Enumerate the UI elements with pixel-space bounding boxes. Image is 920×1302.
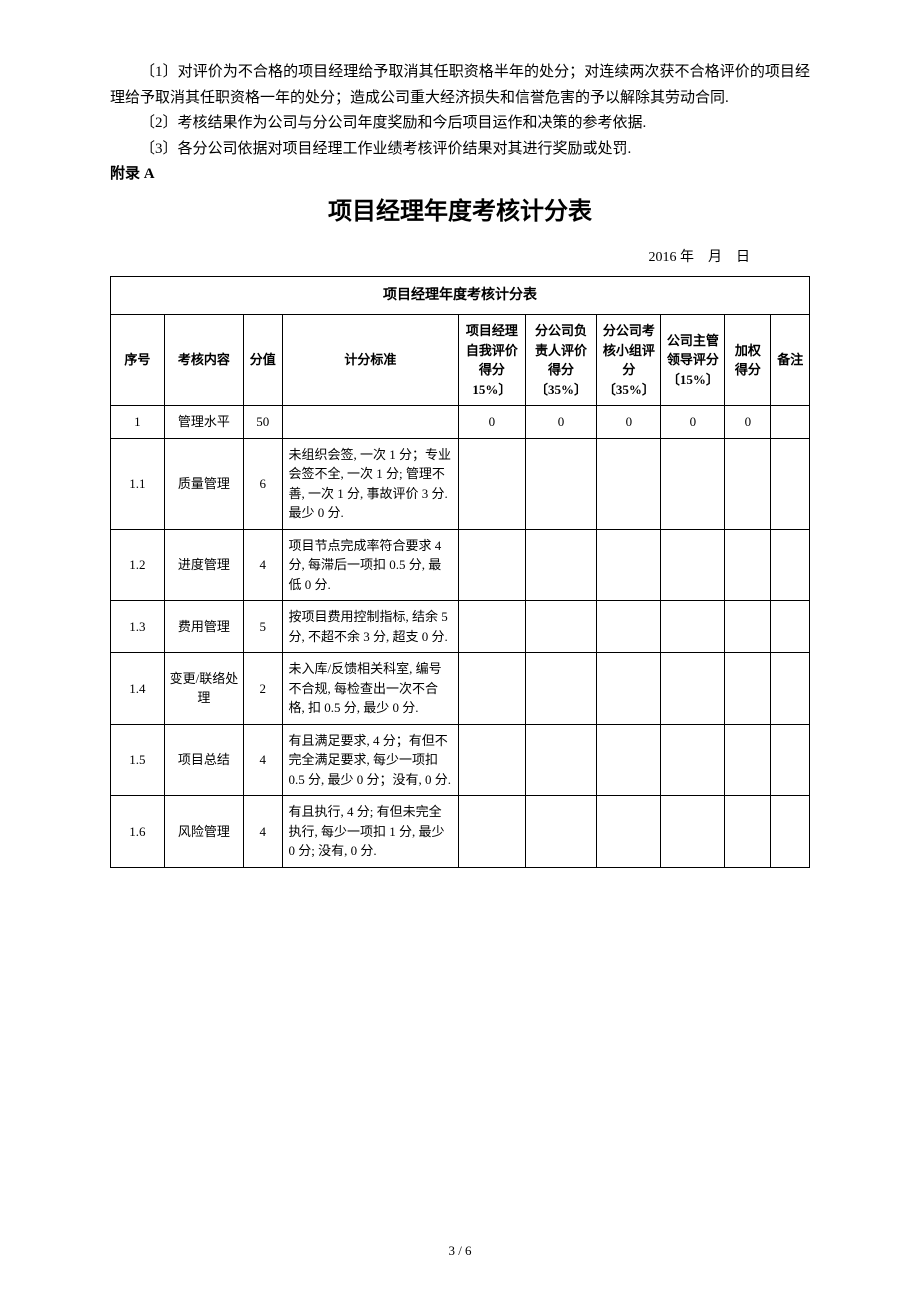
cell-seq: 1.2: [111, 529, 165, 601]
cell-weighted: [725, 438, 771, 529]
appendix-label: 附录 A: [110, 162, 810, 188]
cell-scoremax: 2: [244, 653, 282, 725]
cell-s1: [459, 653, 526, 725]
cell-seq: 1.5: [111, 724, 165, 796]
cell-s1: [459, 601, 526, 653]
cell-s2: [525, 653, 597, 725]
cell-content: 质量管理: [164, 438, 243, 529]
cell-weighted: [725, 724, 771, 796]
table-caption: 项目经理年度考核计分表: [111, 277, 810, 315]
cell-weighted: [725, 653, 771, 725]
header-self-score: 项目经理自我评价得分 15%〕: [459, 315, 526, 406]
cell-s4: [661, 529, 725, 601]
cell-note: [771, 406, 810, 439]
table-row: 1.1 质量管理 6 未组织会签, 一次 1 分；专业会签不全, 一次 1 分;…: [111, 438, 810, 529]
cell-content: 变更/联络处理: [164, 653, 243, 725]
cell-s3: [597, 796, 661, 868]
cell-note: [771, 529, 810, 601]
cell-scoremax: 4: [244, 724, 282, 796]
header-content: 考核内容: [164, 315, 243, 406]
cell-content: 进度管理: [164, 529, 243, 601]
cell-s4: [661, 438, 725, 529]
cell-s2: [525, 601, 597, 653]
cell-note: [771, 796, 810, 868]
table-row: 1.2 进度管理 4 项目节点完成率符合要求 4 分, 每滞后一项扣 0.5 分…: [111, 529, 810, 601]
cell-weighted: [725, 529, 771, 601]
cell-content: 管理水平: [164, 406, 243, 439]
table-row: 1.4 变更/联络处理 2 未入库/反馈相关科室, 编号不合规, 每检查出一次不…: [111, 653, 810, 725]
cell-s3: [597, 529, 661, 601]
cell-seq: 1.4: [111, 653, 165, 725]
cell-s4: [661, 601, 725, 653]
cell-content: 费用管理: [164, 601, 243, 653]
cell-note: [771, 653, 810, 725]
cell-content: 项目总结: [164, 724, 243, 796]
header-seq: 序号: [111, 315, 165, 406]
cell-s4: 0: [661, 406, 725, 439]
cell-s3: [597, 724, 661, 796]
paragraph-1: 〔1〕对评价为不合格的项目经理给予取消其任职资格半年的处分；对连续两次获不合格评…: [110, 60, 810, 111]
table-row: 1.3 费用管理 5 按项目费用控制指标, 结余 5 分, 不超不余 3 分, …: [111, 601, 810, 653]
cell-seq: 1.6: [111, 796, 165, 868]
cell-s3: [597, 438, 661, 529]
cell-s4: [661, 796, 725, 868]
paragraph-2: 〔2〕考核结果作为公司与分公司年度奖励和今后项目运作和决策的参考依据.: [110, 111, 810, 137]
cell-s4: [661, 653, 725, 725]
table-body: 1 管理水平 50 0 0 0 0 0 1.1 质量管理 6 未组织会签, 一次…: [111, 406, 810, 868]
header-branch-leader: 分公司负责人评价得分〔35%〕: [525, 315, 597, 406]
cell-seq: 1.1: [111, 438, 165, 529]
cell-s2: [525, 796, 597, 868]
cell-note: [771, 601, 810, 653]
cell-weighted: 0: [725, 406, 771, 439]
header-row: 序号 考核内容 分值 计分标准 项目经理自我评价得分 15%〕 分公司负责人评价…: [111, 315, 810, 406]
header-criteria: 计分标准: [282, 315, 459, 406]
cell-criteria: 未组织会签, 一次 1 分；专业会签不全, 一次 1 分; 管理不善, 一次 1…: [282, 438, 459, 529]
cell-scoremax: 50: [244, 406, 282, 439]
cell-s2: [525, 438, 597, 529]
cell-content: 风险管理: [164, 796, 243, 868]
header-company-leader: 公司主管领导评分〔15%〕: [661, 315, 725, 406]
header-weighted: 加权得分: [725, 315, 771, 406]
main-title: 项目经理年度考核计分表: [110, 192, 810, 233]
cell-scoremax: 4: [244, 796, 282, 868]
header-branch-group: 分公司考核小组评分〔35%〕: [597, 315, 661, 406]
paragraph-3: 〔3〕各分公司依据对项目经理工作业绩考核评价结果对其进行奖励或处罚.: [110, 137, 810, 163]
cell-scoremax: 5: [244, 601, 282, 653]
cell-s2: 0: [525, 406, 597, 439]
cell-weighted: [725, 796, 771, 868]
body-text-block: 〔1〕对评价为不合格的项目经理给予取消其任职资格半年的处分；对连续两次获不合格评…: [110, 60, 810, 188]
page-number: 3 / 6: [0, 1240, 920, 1262]
cell-s1: [459, 529, 526, 601]
cell-seq: 1.3: [111, 601, 165, 653]
cell-s1: 0: [459, 406, 526, 439]
cell-criteria: 项目节点完成率符合要求 4 分, 每滞后一项扣 0.5 分, 最低 0 分.: [282, 529, 459, 601]
cell-weighted: [725, 601, 771, 653]
cell-s1: [459, 796, 526, 868]
cell-scoremax: 4: [244, 529, 282, 601]
table-row: 1.5 项目总结 4 有且满足要求, 4 分；有但不完全满足要求, 每少一项扣 …: [111, 724, 810, 796]
cell-s2: [525, 724, 597, 796]
score-table: 项目经理年度考核计分表 序号 考核内容 分值 计分标准 项目经理自我评价得分 1…: [110, 276, 810, 868]
cell-s1: [459, 724, 526, 796]
cell-criteria: [282, 406, 459, 439]
cell-s2: [525, 529, 597, 601]
cell-scoremax: 6: [244, 438, 282, 529]
cell-s3: [597, 653, 661, 725]
cell-criteria: 有且执行, 4 分; 有但未完全执行, 每少一项扣 1 分, 最少 0 分; 没…: [282, 796, 459, 868]
date-line: 2016 年 月 日: [110, 246, 810, 270]
header-note: 备注: [771, 315, 810, 406]
cell-note: [771, 724, 810, 796]
cell-criteria: 未入库/反馈相关科室, 编号不合规, 每检查出一次不合格, 扣 0.5 分, 最…: [282, 653, 459, 725]
cell-s3: [597, 601, 661, 653]
cell-criteria: 有且满足要求, 4 分；有但不完全满足要求, 每少一项扣 0.5 分, 最少 0…: [282, 724, 459, 796]
table-row: 1 管理水平 50 0 0 0 0 0: [111, 406, 810, 439]
cell-note: [771, 438, 810, 529]
cell-s1: [459, 438, 526, 529]
cell-seq: 1: [111, 406, 165, 439]
cell-s4: [661, 724, 725, 796]
cell-criteria: 按项目费用控制指标, 结余 5 分, 不超不余 3 分, 超支 0 分.: [282, 601, 459, 653]
cell-s3: 0: [597, 406, 661, 439]
table-row: 1.6 风险管理 4 有且执行, 4 分; 有但未完全执行, 每少一项扣 1 分…: [111, 796, 810, 868]
header-scoremax: 分值: [244, 315, 282, 406]
